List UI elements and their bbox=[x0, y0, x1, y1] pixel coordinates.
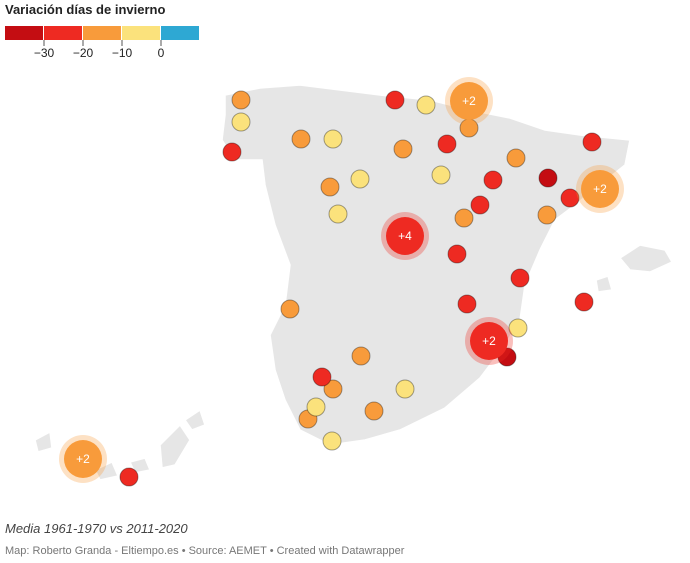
legend-swatch bbox=[5, 26, 43, 40]
station-marker bbox=[350, 169, 370, 189]
station-marker bbox=[231, 112, 251, 132]
bubble-label: +2 bbox=[482, 334, 496, 348]
station-marker bbox=[323, 129, 343, 149]
legend-swatch bbox=[122, 26, 160, 40]
station-marker bbox=[393, 139, 413, 159]
title: Variación días de invierno bbox=[5, 2, 165, 17]
legend-tick-label: −20 bbox=[73, 46, 94, 60]
station-marker bbox=[119, 467, 139, 487]
station-marker bbox=[312, 367, 332, 387]
station-marker bbox=[508, 318, 528, 338]
land bbox=[34, 84, 674, 481]
station-marker bbox=[574, 292, 594, 312]
legend: −30 −20 −10 0 bbox=[5, 26, 199, 60]
legend-tick-label: −30 bbox=[34, 46, 55, 60]
station-marker bbox=[538, 168, 558, 188]
station-marker bbox=[416, 95, 436, 115]
station-marker bbox=[291, 129, 311, 149]
station-marker bbox=[328, 204, 348, 224]
station-marker bbox=[537, 205, 557, 225]
bubble bbox=[386, 217, 424, 255]
station-marker bbox=[323, 379, 343, 399]
station-marker bbox=[454, 208, 474, 228]
bubble-label: +4 bbox=[398, 229, 412, 243]
bubble bbox=[581, 170, 619, 208]
station-marker bbox=[222, 142, 242, 162]
station-marker bbox=[395, 379, 415, 399]
station-marker bbox=[322, 431, 342, 451]
station-marker bbox=[560, 188, 580, 208]
station-marker bbox=[231, 90, 251, 110]
station-marker bbox=[470, 195, 490, 215]
station-marker bbox=[437, 134, 457, 154]
station-marker bbox=[582, 132, 602, 152]
bubble bbox=[470, 322, 508, 360]
station-marker bbox=[447, 244, 467, 264]
bubble bbox=[64, 440, 102, 478]
station-marker bbox=[431, 165, 451, 185]
legend-swatch bbox=[83, 26, 121, 40]
note: Media 1961-1970 vs 2011-2020 bbox=[5, 521, 188, 536]
bubbles: +2 +2 +4 +2 +2 bbox=[59, 77, 624, 483]
station-marker bbox=[306, 397, 326, 417]
station-marker bbox=[510, 268, 530, 288]
station-marker bbox=[506, 148, 526, 168]
legend-tick-label: −10 bbox=[112, 46, 133, 60]
legend-swatch bbox=[161, 26, 199, 40]
station-marker bbox=[280, 299, 300, 319]
source: Map: Roberto Granda - Eltiempo.es • Sour… bbox=[5, 545, 405, 557]
bubble bbox=[450, 82, 488, 120]
bubble-label: +2 bbox=[76, 452, 90, 466]
station-marker bbox=[364, 401, 384, 421]
station-marker bbox=[320, 177, 340, 197]
legend-tick-label: 0 bbox=[158, 46, 165, 60]
station-marker bbox=[483, 170, 503, 190]
markers bbox=[119, 90, 602, 487]
bubble-label: +2 bbox=[593, 182, 607, 196]
station-marker bbox=[385, 90, 405, 110]
station-marker bbox=[351, 346, 371, 366]
bubble-label: +2 bbox=[462, 94, 476, 108]
legend-swatch bbox=[44, 26, 82, 40]
station-marker bbox=[457, 294, 477, 314]
